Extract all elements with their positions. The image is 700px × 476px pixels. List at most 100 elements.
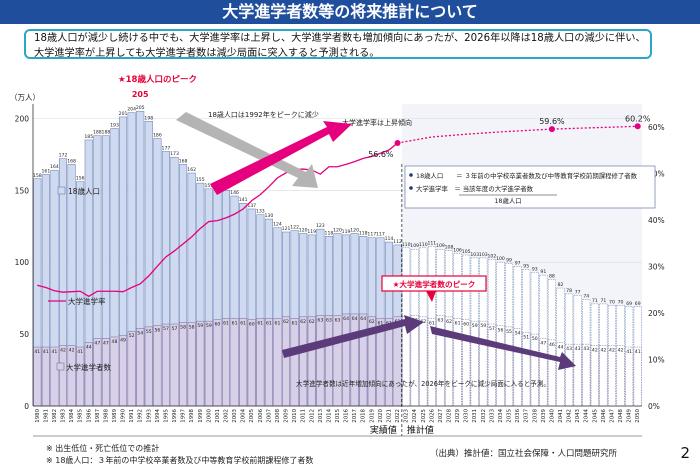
students-bar — [41, 346, 50, 407]
population-value-label: 124 — [273, 222, 282, 228]
population-value-label: 168 — [179, 158, 188, 164]
students-up-arrow — [282, 315, 424, 358]
students-value-label: 59 — [472, 323, 478, 329]
population-value-label: 95 — [523, 263, 529, 269]
y-tick-label: 50 — [19, 330, 29, 339]
y2-tick-label: 30% — [648, 263, 665, 272]
x-tick-label: 2041 — [558, 409, 564, 423]
population-value-label: 74 — [583, 294, 589, 300]
students-bar — [384, 318, 393, 407]
population-value-label: 123 — [316, 223, 325, 229]
students-bar — [221, 318, 230, 407]
students-value-label: 60 — [249, 322, 255, 328]
x-tick-label: 2016 — [344, 408, 350, 422]
x-tick-label: 2009 — [284, 408, 290, 422]
students-bar — [427, 318, 436, 407]
population-value-label: 111 — [427, 240, 436, 246]
students-bar — [170, 323, 179, 407]
students-value-label: 58 — [180, 325, 186, 331]
population-value-label: 100 — [496, 256, 505, 262]
x-tick-label: 2027 — [438, 409, 444, 423]
population-value-label: 108 — [445, 245, 454, 251]
x-tick-label: 2043 — [575, 409, 581, 423]
students-bar — [436, 315, 445, 407]
students-value-label: 61 — [223, 320, 229, 326]
definition-line-1: 18歳人口 ＝ ３年前の中学校卒業者数及び中等教育学校前期課程修了者数 — [416, 171, 638, 180]
students-bar — [59, 345, 68, 407]
y2-tick-label: 20% — [648, 309, 665, 318]
legend-population-swatch — [57, 186, 66, 195]
x-tick-label: 1996 — [172, 408, 178, 422]
slide-title: 大学進学者数等の将来推計について — [0, 0, 700, 24]
students-bar — [565, 343, 574, 407]
students-bar — [161, 323, 170, 407]
students-bar — [607, 345, 616, 407]
students-bar — [530, 333, 539, 407]
population-value-label: 188 — [102, 130, 111, 136]
students-bar — [282, 316, 291, 407]
y-tick-label: 200 — [15, 114, 30, 123]
population-value-label: 201 — [119, 111, 128, 117]
y2-tick-label: 60% — [648, 123, 665, 132]
summary-line-1: 18歳人口が減少し続ける中でも、大学進学率は上昇し、大学進学者数も増加傾向にあっ… — [34, 33, 642, 44]
forecast-label: 推計値 — [407, 424, 434, 436]
students-bar — [513, 328, 522, 407]
students-bar — [179, 322, 188, 407]
students-bar — [410, 315, 419, 407]
chart: 158 41 161 41 164 41 172 42 168 42 156 41 185 44 188 47… — [10, 74, 665, 437]
students-bar — [196, 320, 205, 407]
x-tick-label: 1990 — [121, 408, 127, 422]
students-bar — [616, 345, 625, 407]
x-tick-label: 1993 — [146, 409, 152, 423]
population-value-label: 110 — [402, 242, 411, 248]
x-tick-label: 1998 — [189, 408, 195, 422]
x-tick-label: 2039 — [541, 408, 547, 422]
students-bar — [350, 313, 359, 407]
x-tick-label: 2022 — [395, 409, 401, 423]
students-value-label: 44 — [86, 345, 92, 351]
x-tick-label: 2037 — [524, 409, 530, 423]
students-bar — [556, 342, 565, 407]
peak-value-label: 205 — [132, 90, 149, 99]
x-tick-label: 2020 — [378, 408, 384, 422]
students-bar — [110, 336, 119, 407]
population-value-label: 109 — [410, 243, 419, 249]
peak-annotation: ★18歳人口のピーク — [118, 74, 197, 85]
footnote-1: ※ 出生低位・死亡低位での推計 — [46, 444, 160, 453]
y2-tick-label: 10% — [648, 356, 665, 365]
students-value-label: 57 — [489, 326, 495, 332]
students-bar — [393, 316, 402, 407]
students-bar — [505, 326, 514, 407]
x-tick-label: 2049 — [627, 408, 633, 422]
students-bar — [547, 339, 556, 407]
x-tick-label: 2050 — [635, 408, 641, 422]
definition-line-2: 大学進学率 ＝ 当該年度の大学進学者数 — [416, 184, 534, 193]
students-value-label: 47 — [540, 340, 546, 346]
population-value-label: 78 — [566, 288, 572, 294]
students-bar — [316, 315, 325, 407]
students-value-label: 51 — [523, 335, 529, 341]
x-tick-label: 2040 — [549, 408, 555, 422]
students-value-label: 49 — [120, 338, 126, 344]
definition-bullet — [409, 173, 413, 177]
population-value-label: 146 — [230, 190, 239, 196]
students-value-label: 41 — [34, 349, 40, 355]
population-value-label: 193 — [110, 122, 119, 128]
students-bar — [239, 318, 248, 407]
students-bar — [590, 345, 599, 407]
students-value-label: 62 — [446, 319, 452, 325]
students-value-label: 61 — [275, 320, 281, 326]
x-tick-label: 2007 — [266, 409, 272, 423]
students-bar — [487, 323, 496, 407]
y2-tick-label: 50% — [648, 170, 665, 179]
definition-line-3: 18歳人口 — [494, 196, 521, 205]
x-tick-label: 1995 — [163, 409, 169, 423]
x-tick-label: 2046 — [601, 408, 607, 422]
population-value-label: 69 — [626, 301, 632, 307]
population-value-label: 205 — [136, 105, 145, 111]
students-value-label: 41 — [52, 349, 58, 355]
population-value-label: 130 — [264, 213, 273, 219]
students-peak-text: ★大学進学者数のピーク — [393, 279, 476, 289]
population-value-label: 82 — [558, 282, 564, 288]
